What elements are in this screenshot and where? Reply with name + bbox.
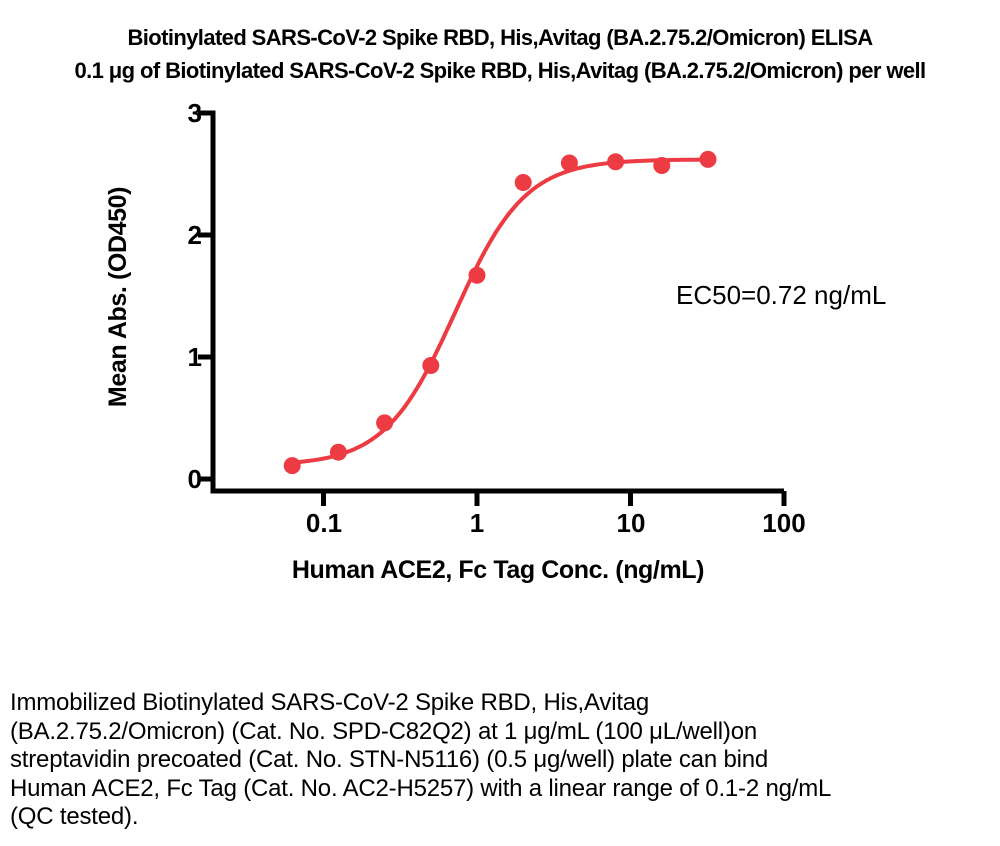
x-tick-label-1: 1 [469, 508, 485, 538]
data-point [560, 154, 578, 172]
ec50-annotation: EC50=0.72 ng/mL [676, 280, 887, 310]
x-tick-label-100: 100 [762, 508, 806, 538]
data-point [607, 153, 625, 171]
x-tick-label-10: 10 [616, 508, 646, 538]
data-point [468, 266, 486, 284]
data-point [422, 357, 440, 374]
data-point [376, 414, 394, 432]
chart-title: Biotinylated SARS-CoV-2 Spike RBD, His,A… [0, 21, 1000, 87]
figure-caption: Immobilized Biotinylated SARS-CoV-2 Spik… [10, 689, 832, 830]
chart-title-line2: 0.1 μg of Biotinylated SARS-CoV-2 Spike … [74, 58, 927, 83]
fit-curve [290, 157, 710, 465]
data-point [283, 457, 301, 475]
y-tick-label-3: 3 [187, 98, 202, 128]
elisa-binding-chart [198, 110, 787, 506]
data-point [329, 443, 347, 461]
x-tick-label-0.1: 0.1 [305, 508, 343, 538]
data-point [653, 157, 671, 174]
y-axis-title: Mean Abs. (OD450) [104, 186, 132, 408]
y-tick-label-0: 0 [187, 464, 202, 494]
y-tick-label-1: 1 [187, 342, 202, 372]
y-tick-label-2: 2 [187, 220, 202, 250]
x-axis-title: Human ACE2, Fc Tag Conc. (ng/mL) [291, 556, 705, 584]
chart-title-line1: Biotinylated SARS-CoV-2 Spike RBD, His,A… [127, 25, 873, 50]
data-point [699, 150, 717, 168]
data-point [514, 174, 532, 191]
